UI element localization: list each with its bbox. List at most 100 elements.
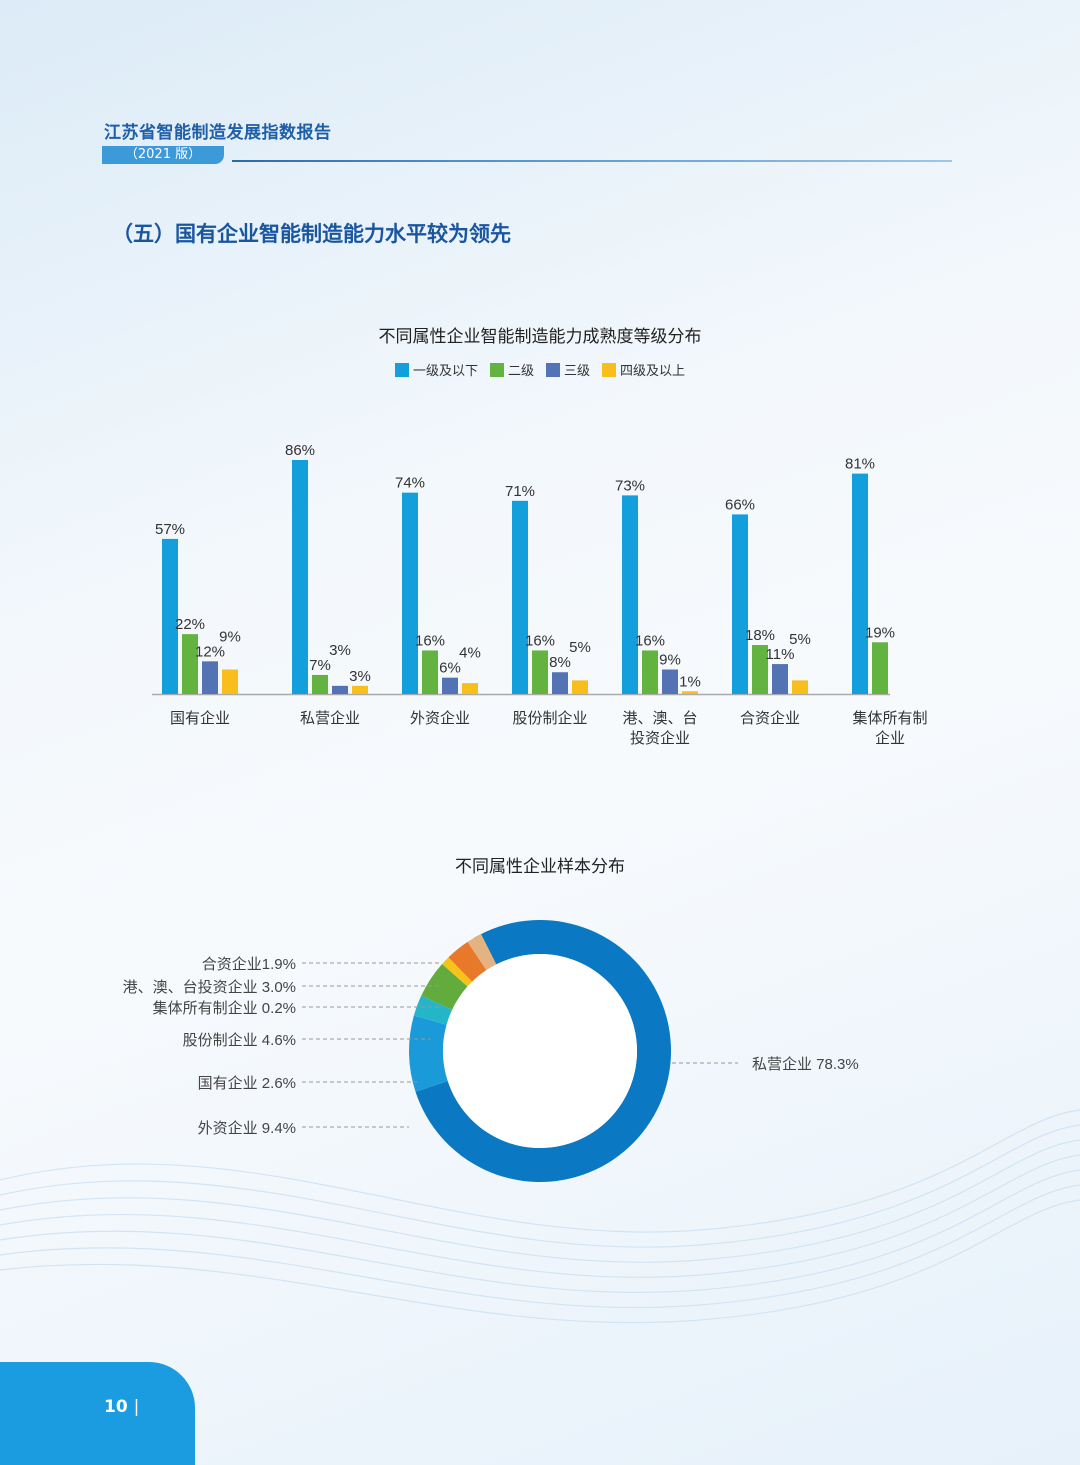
bar	[662, 669, 678, 694]
donut-label: 私营企业 78.3%	[752, 1055, 859, 1073]
bar	[682, 691, 698, 694]
legend-swatch	[602, 362, 617, 377]
bar-value-label: 74%	[395, 475, 425, 492]
bar-value-label: 4%	[459, 645, 481, 662]
donut-slice	[408, 1015, 448, 1092]
bar-value-label: 71%	[505, 483, 535, 500]
edition-tab: （2021 版）	[102, 146, 224, 164]
page-corner	[0, 1362, 195, 1465]
bar-value-label: 86%	[285, 442, 315, 459]
bar	[552, 672, 568, 694]
category-label: 集体所有制	[852, 710, 927, 727]
bar	[312, 674, 328, 694]
category-label: 企业	[875, 729, 905, 747]
bar	[622, 495, 638, 694]
bar-value-label: 11%	[766, 646, 795, 663]
donut-chart: 私营企业 78.3% 外资企业 9.4% 国有企业 2.6% 股份制企业 4.6% 集体…	[123, 920, 859, 1182]
section-title: （五）国有企业智能制造能力水平较为领先	[112, 222, 511, 246]
bar	[792, 680, 808, 694]
bar	[512, 500, 528, 694]
category-label: 私营企业	[300, 709, 360, 727]
bar-chart-legend: 一级及以下 二级 三级 四级及以上	[0, 360, 1080, 379]
bar-chart-title: 不同属性企业智能制造能力成熟度等级分布	[378, 327, 702, 347]
bar	[872, 642, 888, 694]
donut-label: 股份制企业 4.6%	[183, 1031, 296, 1049]
bar	[852, 473, 868, 694]
bar-value-label: 3%	[349, 668, 371, 685]
legend-label: 四级及以上	[620, 364, 686, 379]
bar	[352, 685, 368, 694]
bar-value-label: 9%	[659, 652, 681, 669]
donut-chart-title: 不同属性企业样本分布	[455, 857, 625, 877]
bar-value-label: 16%	[635, 632, 665, 649]
bar	[772, 664, 788, 694]
legend-item: 一级及以下	[394, 360, 478, 379]
donut-slice	[421, 963, 468, 1010]
bar-value-label: 73%	[615, 477, 645, 494]
bar	[222, 669, 238, 694]
bar-value-label: 5%	[789, 631, 811, 648]
bar-value-label: 9%	[219, 628, 241, 645]
report-title: 江苏省智能制造发展指数报告	[104, 123, 332, 143]
bar	[422, 650, 438, 694]
category-label: 股份制企业	[512, 709, 587, 727]
donut-slice	[448, 941, 487, 982]
bar-value-label: 16%	[525, 632, 555, 649]
bar	[162, 538, 178, 694]
legend-item: 三级	[546, 360, 590, 379]
donut-label: 集体所有制企业 0.2%	[153, 999, 296, 1017]
legend-item: 二级	[489, 360, 534, 379]
header-rule	[232, 160, 952, 162]
bar	[532, 650, 548, 694]
bar	[402, 492, 418, 694]
bar	[642, 650, 658, 694]
bar-value-label: 57%	[155, 521, 185, 538]
donut-label: 合资企业1.9%	[202, 955, 296, 973]
category-label: 外资企业	[410, 709, 470, 727]
bar	[572, 680, 588, 694]
bar-value-label: 12%	[195, 643, 225, 660]
bar-value-label: 19%	[865, 624, 895, 641]
legend-swatch	[546, 362, 560, 377]
bar-value-label: 3%	[329, 642, 351, 659]
donut-label: 国有企业 2.6%	[198, 1074, 296, 1092]
bar-value-label: 66%	[725, 496, 755, 513]
legend-item: 四级及以上	[602, 360, 685, 379]
page-number-text: 10	[104, 1397, 128, 1417]
category-label: 国有企业	[170, 709, 230, 727]
legend-swatch	[489, 362, 504, 377]
bar-value-label: 81%	[845, 456, 875, 473]
donut-slice	[467, 933, 497, 971]
bar-value-label: 1%	[679, 673, 701, 690]
bar-chart: 57%22%12%9%国有企业86%7%3%3%私营企业74%16%6%4%外资…	[152, 442, 928, 747]
legend-swatch	[394, 362, 409, 377]
donut-slice	[442, 957, 473, 987]
bar	[462, 683, 478, 694]
bar-value-label: 5%	[569, 639, 591, 656]
category-label: 投资企业	[630, 729, 690, 747]
bar-value-label: 16%	[415, 632, 445, 649]
bar	[182, 634, 198, 694]
bar	[752, 645, 768, 694]
page-number: 10 |	[104, 1397, 139, 1417]
category-label: 合资企业	[740, 709, 800, 727]
bar	[202, 661, 218, 694]
bar	[442, 677, 458, 694]
donut-hole	[443, 954, 637, 1148]
legend-label: 一级及以下	[412, 364, 478, 379]
page-number-separator: |	[133, 1397, 140, 1417]
bar-value-label: 6%	[439, 660, 461, 677]
bar	[732, 514, 748, 694]
donut-label: 外资企业 9.4%	[198, 1119, 296, 1137]
bar	[292, 460, 308, 694]
category-label: 港、澳、台	[622, 710, 697, 727]
donut-label: 港、澳、台投资企业 3.0%	[123, 978, 296, 996]
legend-label: 二级	[507, 364, 534, 379]
bar-value-label: 7%	[309, 657, 331, 674]
bar-value-label: 22%	[175, 616, 205, 633]
donut-slice	[413, 995, 453, 1025]
bar	[332, 685, 348, 694]
legend-label: 三级	[564, 364, 591, 379]
bar-value-label: 8%	[549, 654, 571, 671]
